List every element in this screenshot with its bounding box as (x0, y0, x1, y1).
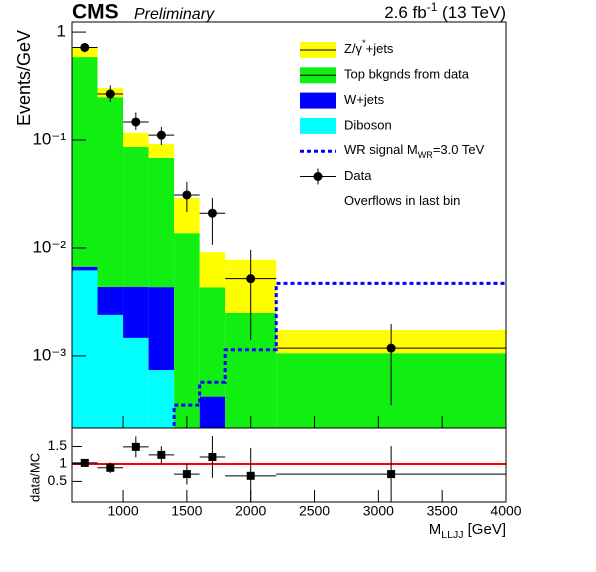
x-tick-label: 1000 (107, 503, 138, 519)
data-point (386, 343, 396, 353)
axes: 10⁻³ 10⁻² 10⁻¹ 1 1000 1500 2000 2500 3000 3500 400… (32, 22, 521, 519)
stack-bar (97, 314, 124, 428)
x-tick-label: 3500 (427, 503, 458, 519)
ratio-point (106, 463, 115, 472)
legend-label: Top bkgnds from data (344, 67, 470, 82)
data-point (131, 117, 141, 127)
stack-bar (72, 57, 98, 267)
text-part: -1 (427, 0, 438, 14)
stack-bar (148, 144, 175, 158)
legend-label: Z/γ*+jets (344, 38, 394, 56)
stack-bar (123, 337, 149, 428)
legend-label: Data (344, 168, 372, 183)
ratio-y-label: data/MC (27, 453, 42, 502)
data-point (207, 208, 217, 218)
ratio-point (246, 471, 255, 480)
ratio-point (131, 442, 140, 451)
legend-swatch (300, 92, 336, 109)
legend-label: WR signal MWR=3.0 TeV (344, 143, 485, 161)
y-tick-label: 1 (59, 455, 67, 471)
ratio-point (387, 470, 396, 479)
legend-note: Overflows in last bin (344, 193, 460, 208)
legend-swatch (300, 117, 336, 134)
text-part: WR signal M (344, 143, 418, 158)
text-part: =3.0 TeV (433, 143, 485, 158)
legend-swatch (313, 172, 323, 181)
text-part: WR (418, 151, 434, 161)
legend-label: W+jets (344, 92, 385, 107)
data-point (182, 190, 192, 200)
y-tick-label: 10⁻¹ (32, 130, 66, 149)
x-tick-label: 2000 (235, 503, 266, 519)
stack-bar (123, 146, 149, 287)
y-tick-label: 0.5 (48, 472, 68, 488)
stack-bar (123, 286, 149, 338)
stack-bar (123, 132, 149, 147)
data-point (80, 42, 90, 52)
text-part: 2.6 fb (384, 3, 427, 22)
ratio-point (208, 452, 217, 461)
stack-bar (148, 157, 175, 288)
ratio-point (182, 470, 191, 479)
text-part: Z/γ (344, 41, 363, 56)
stack-bar (199, 252, 226, 288)
stack-bar (97, 97, 124, 287)
y-tick-label: 10⁻² (32, 237, 66, 256)
x-tick-label: 4000 (490, 503, 521, 519)
text-part: +jets (366, 41, 394, 56)
ratio-plot (72, 436, 506, 502)
stack-bar (199, 287, 226, 397)
stack-bar (199, 396, 226, 428)
data-point (246, 274, 256, 284)
data-point (156, 130, 166, 140)
y-axis-label: Events/GeV (14, 30, 34, 126)
data-point (105, 89, 115, 99)
lumi-label: 2.6 fb-1 (13 TeV) (384, 0, 506, 22)
ratio-point (157, 450, 166, 459)
stack-bar (97, 286, 124, 315)
main-plot (72, 42, 506, 428)
legend: Z/γ*+jets Top bkgnds from data W+jets Dibos… (300, 38, 485, 208)
ratio-point (80, 458, 89, 467)
stack-bar (72, 270, 98, 428)
y-tick-label: 1.5 (48, 437, 68, 453)
x-axis-label: MLLJJ [GeV] (429, 521, 506, 541)
y-tick-label: 10⁻³ (32, 345, 66, 364)
ratio-frame (71, 427, 507, 503)
text-part: M (429, 521, 442, 538)
y-tick-label: 1 (57, 22, 66, 41)
cms-label: CMS (72, 1, 119, 24)
x-tick-label: 2500 (299, 503, 330, 519)
legend-label: Diboson (344, 117, 392, 132)
text-part: * (362, 38, 366, 48)
x-tick-label: 3000 (363, 503, 394, 519)
text-part: [GeV] (463, 521, 506, 538)
text-part: LLJJ (441, 529, 463, 541)
signal-line (172, 281, 506, 428)
text-part: (13 TeV) (437, 3, 506, 22)
stack-bar (148, 370, 175, 428)
stack-bar (174, 233, 200, 428)
x-tick-label: 1500 (171, 503, 202, 519)
stack-bar (72, 266, 98, 271)
stack-bar (148, 287, 175, 371)
preliminary-label: Preliminary (134, 6, 215, 23)
